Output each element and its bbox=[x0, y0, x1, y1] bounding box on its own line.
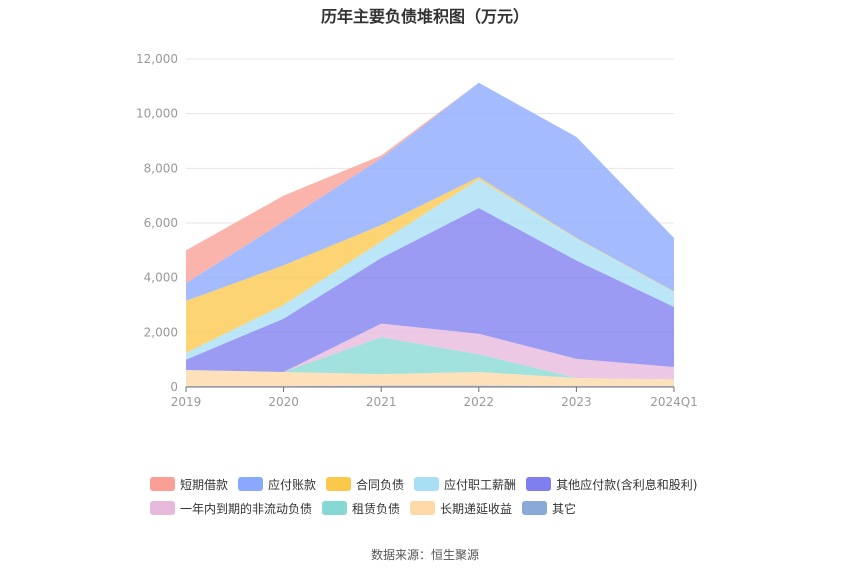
y-tick-label: 4,000 bbox=[144, 271, 178, 285]
legend-swatch bbox=[526, 477, 552, 491]
legend-item[interactable]: 应付账款 bbox=[238, 476, 316, 493]
legend-label: 租赁负债 bbox=[352, 501, 401, 516]
y-tick-label: 10,000 bbox=[136, 107, 178, 121]
legend-label: 合同负债 bbox=[356, 477, 405, 492]
legend-row: 短期借款 应付账款 合同负债 应付职工薪酬 其他应付款(含利息和股利) bbox=[150, 472, 750, 496]
y-tick-label: 2,000 bbox=[144, 325, 178, 339]
area-一年内到期的非流动负债 bbox=[186, 323, 674, 380]
legend-swatch bbox=[322, 501, 348, 515]
area-应付职工薪酬 bbox=[186, 179, 674, 360]
x-tick-label: 2019 bbox=[171, 395, 202, 409]
y-tick-label: 8,000 bbox=[144, 161, 178, 175]
area-长期递延收益 bbox=[186, 370, 674, 387]
x-tick-label: 2023 bbox=[561, 395, 592, 409]
legend-swatch bbox=[326, 477, 352, 491]
area-其他应付款(含利息和股利) bbox=[186, 207, 674, 372]
area-应付账款 bbox=[186, 82, 674, 301]
x-tick-label: 2024Q1 bbox=[650, 395, 698, 409]
legend-item[interactable]: 合同负债 bbox=[326, 476, 404, 493]
y-tick-label: 12,000 bbox=[136, 52, 178, 66]
x-tick-label: 2020 bbox=[268, 395, 299, 409]
legend-item[interactable]: 其它 bbox=[522, 500, 576, 517]
chart-title: 历年主要负债堆积图（万元） bbox=[320, 7, 529, 26]
x-tick-label: 2021 bbox=[366, 395, 397, 409]
legend-swatch bbox=[150, 501, 175, 515]
legend-label: 应付职工薪酬 bbox=[444, 477, 517, 492]
area-series-layer bbox=[186, 82, 674, 387]
legend-swatch bbox=[522, 501, 548, 515]
legend-swatch bbox=[410, 501, 436, 515]
legend-label: 长期递延收益 bbox=[440, 501, 513, 516]
legend-row: 一年内到期的非流动负债 租赁负债 长期递延收益 其它 bbox=[150, 496, 750, 520]
legend: 短期借款 应付账款 合同负债 应付职工薪酬 其他应付款(含利息和股利) 一年内到期的非流动… bbox=[150, 472, 750, 520]
source-note: 数据来源：恒生聚源 bbox=[370, 548, 479, 562]
y-tick-label: 6,000 bbox=[144, 216, 178, 230]
legend-item[interactable]: 租赁负债 bbox=[322, 500, 400, 517]
legend-swatch bbox=[238, 477, 264, 491]
axes: 0 2,000 4,000 6,000 8,000 10,000 12,000 2019 202… bbox=[136, 52, 698, 409]
legend-item[interactable]: 应付职工薪酬 bbox=[414, 476, 516, 493]
y-tick-label: 0 bbox=[170, 380, 178, 394]
legend-label: 一年内到期的非流动负债 bbox=[180, 501, 313, 516]
x-tick-label: 2022 bbox=[464, 395, 495, 409]
legend-swatch bbox=[414, 477, 440, 491]
legend-label: 应付账款 bbox=[268, 477, 317, 492]
legend-label: 其他应付款(含利息和股利) bbox=[556, 477, 698, 492]
legend-item[interactable]: 长期递延收益 bbox=[410, 500, 512, 517]
legend-swatch bbox=[150, 477, 175, 491]
legend-label: 短期借款 bbox=[180, 477, 229, 492]
legend-label: 其它 bbox=[552, 501, 577, 516]
area-租赁负债 bbox=[186, 337, 674, 380]
legend-item[interactable]: 一年内到期的非流动负债 bbox=[150, 500, 312, 517]
legend-item[interactable]: 短期借款 bbox=[150, 476, 228, 493]
legend-item[interactable]: 其他应付款(含利息和股利) bbox=[526, 476, 697, 493]
